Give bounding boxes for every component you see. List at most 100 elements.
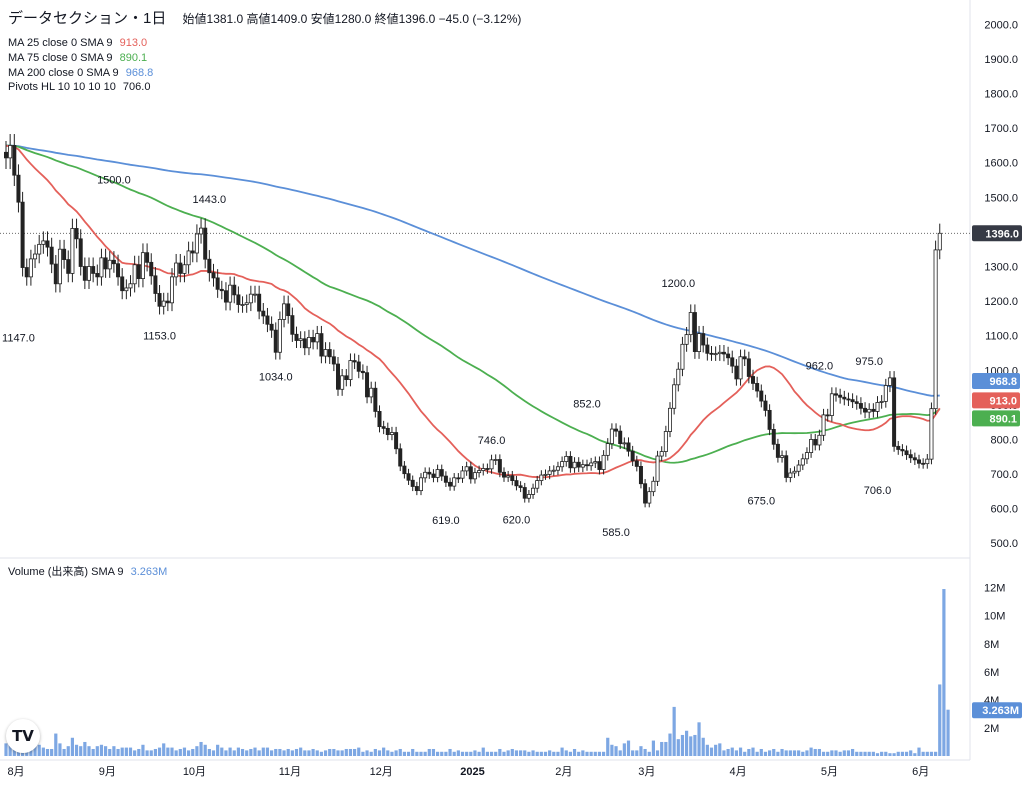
candle-body [406,473,411,481]
candle-body [410,479,415,487]
volume-bar [448,748,452,756]
price-tick-label: 500.0 [990,538,1018,550]
candle [87,257,92,290]
candle-body [917,459,922,464]
legend-ma200[interactable]: MA 200 close 0 SMA 9 968.8 [8,66,157,80]
pivot-label: 852.0 [573,398,601,410]
candle [655,450,660,486]
candle-body [269,323,274,331]
volume-bar [693,734,697,756]
volume-bar [307,750,311,756]
candle-body [771,429,776,445]
candle [140,243,145,288]
legend-volume[interactable]: Volume (出来高) SMA 9 3.263M [8,565,171,579]
volume-bar [170,747,174,756]
volume-bar [332,748,336,756]
candle [248,285,253,312]
time-tick-label: 9月 [99,766,116,778]
candle [626,437,631,457]
candle-body [755,383,760,392]
volume-bar [689,736,693,756]
candle-body [672,384,677,409]
candle [506,470,511,482]
symbol-title[interactable]: データセクション・1日 [8,10,167,27]
candle [298,331,303,349]
volume-bar [892,753,896,756]
candle [460,466,465,483]
candle-body [792,470,797,474]
volume-bar [253,747,257,756]
volume-bar [863,751,867,756]
legend-pivots[interactable]: Pivots HL 10 10 10 10 706.0 [8,80,154,94]
candle-body [647,491,652,504]
candle [149,253,154,285]
candle-body [481,468,486,471]
candle-body [99,257,104,278]
candle-body [273,329,278,353]
time-tick-label: 5月 [821,766,838,778]
candle-body [472,472,477,480]
pivot-label: 1200.0 [661,278,695,290]
candle [879,395,884,409]
candle [211,263,216,287]
candle-body [78,238,83,267]
candle-body [775,443,780,458]
tradingview-logo[interactable]: TV [6,719,40,753]
legend-ma75[interactable]: MA 75 close 0 SMA 9 890.1 [8,51,151,65]
volume-bar [456,750,460,756]
candle-body [74,228,79,240]
volume-bar [290,750,294,756]
candle [215,269,220,298]
volume-bar [871,751,875,756]
candle-body [821,414,826,436]
volume-bar [452,751,456,756]
candle-body [286,303,291,317]
volume-bar [153,748,157,756]
candle-body [784,455,789,478]
candle-body [804,452,809,460]
ma25-label: MA 25 close 0 SMA 9 [8,37,113,49]
candle [730,350,735,374]
candle [526,489,531,503]
candle-body [668,407,673,432]
volume-bar [224,750,228,756]
volume-bar [730,747,734,756]
candle-body [186,250,191,266]
candle [618,425,623,450]
candle-body [925,458,930,465]
volume-bar [527,751,531,756]
candle-body [128,283,133,289]
candle [742,349,747,366]
volume-bar [373,748,377,756]
legend-ma25[interactable]: MA 25 close 0 SMA 9 913.0 [8,36,151,50]
volume-bar [473,750,477,756]
candle-body [107,259,112,270]
candle [402,461,407,479]
candle-body [896,445,901,450]
volume-bar [37,744,41,756]
volume-bar [784,750,788,756]
candle [20,191,25,277]
candle-body [543,473,548,476]
candle-body [817,434,822,446]
candle-body [680,343,685,370]
candle [605,438,610,461]
candle [340,368,345,396]
candle [854,395,859,410]
volume-value-tag: 3.263M [972,702,1022,719]
volume-bar [469,751,473,756]
candle [132,255,137,293]
volume-bar [79,746,83,756]
candle-body [717,351,722,355]
candle-body [900,449,905,452]
ma75-label: MA 75 close 0 SMA 9 [8,52,113,64]
pivot-label: 746.0 [478,435,506,447]
candle-body [518,485,523,488]
candle [373,381,378,418]
candle [423,467,428,483]
volume-bar [336,750,340,756]
volume-bar [390,751,394,756]
candle-body [149,261,154,277]
candle [564,451,569,467]
